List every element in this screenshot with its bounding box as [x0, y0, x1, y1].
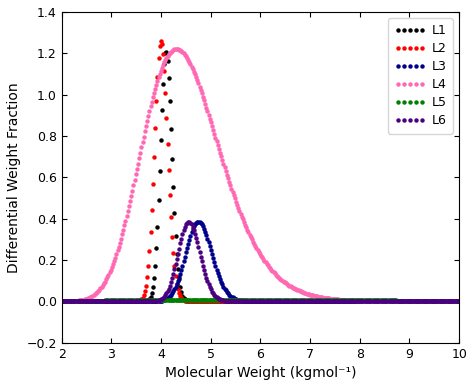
L6 [165, 289, 171, 294]
L6 [59, 299, 64, 304]
Line: L4: L4 [60, 47, 461, 303]
L1 [456, 299, 462, 304]
L6 [185, 219, 191, 224]
L2 [456, 299, 462, 304]
Line: L1: L1 [60, 50, 461, 303]
Line: L5: L5 [60, 298, 461, 303]
Legend: L1, L2, L3, L4, L5, L6: L1, L2, L3, L4, L5, L6 [388, 18, 453, 134]
L4 [165, 54, 171, 58]
L4 [456, 299, 462, 304]
L4 [174, 47, 180, 51]
L3 [272, 299, 277, 304]
L4 [294, 288, 300, 292]
L1 [294, 299, 300, 304]
L3 [294, 299, 300, 304]
L2 [158, 39, 164, 43]
L1 [272, 299, 277, 304]
L4 [272, 271, 277, 276]
L4 [243, 225, 249, 229]
L2 [272, 299, 277, 304]
L5 [208, 298, 214, 302]
Y-axis label: Differential Weight Fraction: Differential Weight Fraction [7, 82, 21, 272]
L3 [452, 299, 457, 304]
L5 [452, 298, 457, 303]
L5 [272, 298, 277, 303]
L6 [294, 299, 300, 304]
Line: L6: L6 [60, 219, 461, 303]
L2 [243, 299, 249, 304]
L1 [59, 299, 64, 304]
L3 [456, 299, 462, 304]
L1 [166, 75, 172, 80]
L5 [165, 298, 171, 303]
L1 [440, 299, 446, 304]
L4 [440, 299, 446, 304]
L6 [243, 299, 249, 304]
L3 [440, 299, 446, 304]
L6 [440, 299, 446, 304]
L2 [59, 299, 64, 304]
L2 [452, 299, 457, 304]
L2 [294, 299, 300, 304]
L2 [166, 168, 172, 173]
L5 [456, 298, 462, 303]
L3 [196, 219, 201, 224]
L3 [243, 299, 249, 303]
Line: L2: L2 [60, 39, 461, 303]
L5 [440, 298, 446, 303]
L1 [164, 50, 169, 54]
L1 [452, 299, 457, 304]
L2 [440, 299, 446, 304]
L3 [59, 299, 64, 304]
Line: L3: L3 [60, 219, 461, 303]
L4 [59, 299, 64, 303]
L5 [294, 298, 300, 303]
L5 [59, 299, 64, 303]
L6 [452, 299, 457, 304]
L3 [165, 296, 171, 300]
L5 [243, 298, 249, 302]
L4 [452, 299, 457, 304]
X-axis label: Molecular Weight (kgmol⁻¹): Molecular Weight (kgmol⁻¹) [164, 366, 356, 380]
L1 [243, 299, 249, 304]
L6 [272, 299, 277, 304]
L6 [456, 299, 462, 304]
